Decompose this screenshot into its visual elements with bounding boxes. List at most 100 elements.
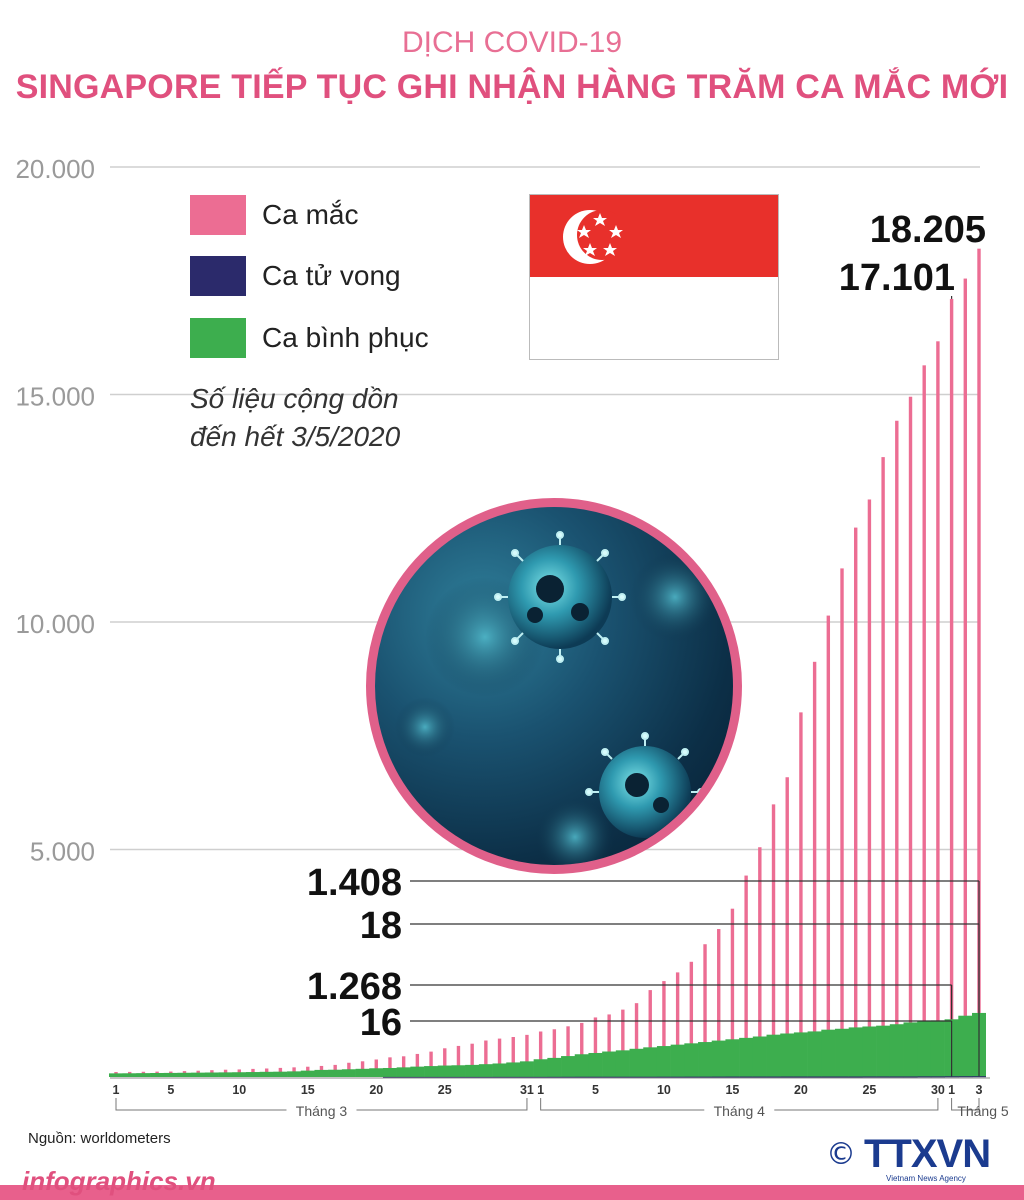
bar-recovered <box>328 1069 343 1077</box>
bar-recovered <box>848 1027 863 1077</box>
bar-deaths <box>766 1076 781 1078</box>
bar-cases <box>607 1014 611 1077</box>
bar-recovered <box>670 1044 685 1077</box>
bar-cases <box>908 396 913 1077</box>
ttxvn-logo: © TTXVN Vietnam News Agency <box>826 1132 991 1183</box>
flag-white-band <box>530 277 778 359</box>
bar-deaths <box>656 1076 671 1078</box>
data-label: 18 <box>360 905 402 947</box>
data-note-line2: đến hết 3/5/2020 <box>190 421 401 452</box>
bar-deaths <box>424 1076 439 1078</box>
bar-cases <box>634 1003 639 1077</box>
bar-cases <box>662 981 666 1077</box>
bar-deaths <box>835 1076 850 1078</box>
bar-cases <box>415 1053 420 1077</box>
bar-deaths <box>725 1076 740 1078</box>
data-note-line1: Số liệu cộng dồn <box>190 383 399 414</box>
bar-recovered <box>821 1029 836 1077</box>
y-axis-ticks: 5.000 10.000 15.000 20.000 <box>15 154 95 867</box>
bar-cases <box>949 298 954 1077</box>
bar-cases <box>936 341 940 1077</box>
bar-recovered <box>766 1034 781 1077</box>
bar-recovered <box>122 1073 137 1077</box>
bar-recovered <box>903 1022 918 1077</box>
source-note: Nguồn: worldometers <box>28 1130 171 1147</box>
bar-cases <box>963 278 968 1077</box>
bar-deaths <box>547 1076 562 1078</box>
bar-recovered <box>369 1068 384 1077</box>
bar-deaths <box>629 1076 644 1078</box>
bar-deaths <box>752 1076 767 1078</box>
bar-recovered <box>547 1057 562 1077</box>
bar-recovered <box>437 1065 452 1077</box>
bar-recovered <box>793 1032 808 1077</box>
bar-deaths <box>780 1076 795 1078</box>
bar-recovered <box>287 1071 302 1077</box>
legend-deaths-swatch <box>190 256 246 296</box>
bar-deaths <box>698 1076 713 1078</box>
bar-recovered <box>780 1033 795 1077</box>
bar-deaths <box>533 1076 548 1078</box>
bar-recovered <box>656 1046 671 1077</box>
bar-deaths <box>958 1076 973 1078</box>
bar-recovered <box>684 1043 699 1077</box>
bar-recovered <box>752 1036 767 1077</box>
bar-cases <box>854 527 858 1077</box>
bar-deaths <box>561 1076 576 1078</box>
bar-deaths <box>944 1076 959 1078</box>
bar-deaths <box>972 1076 986 1078</box>
bar-cases <box>799 712 803 1077</box>
bar-cases <box>867 499 872 1077</box>
bar-cases <box>840 568 844 1077</box>
bar-cases <box>881 457 885 1077</box>
bar-recovered <box>725 1039 740 1077</box>
bar-cases <box>580 1022 584 1077</box>
bar-recovered <box>245 1072 260 1077</box>
legend-cases-swatch <box>190 195 246 235</box>
x-tick-label: 31 <box>520 1083 534 1097</box>
bar-recovered <box>204 1072 219 1077</box>
bar-cases <box>703 944 707 1077</box>
bar-recovered <box>150 1072 165 1077</box>
bar-recovered <box>300 1070 315 1077</box>
bar-recovered <box>889 1024 904 1077</box>
x-tick-label: 25 <box>438 1083 452 1097</box>
bar-recovered <box>711 1040 726 1077</box>
bar-cases <box>374 1059 378 1077</box>
legend-deaths-label: Ca tử vong <box>262 260 401 291</box>
bar-cases <box>443 1048 447 1077</box>
bar-recovered <box>602 1051 617 1077</box>
data-label: 17.101 <box>839 257 955 299</box>
bar-deaths <box>862 1076 877 1078</box>
bar-recovered <box>314 1069 329 1077</box>
x-tick-label: 1 <box>537 1083 544 1097</box>
bar-cases <box>717 929 721 1077</box>
y-tick-label: 15.000 <box>15 382 95 412</box>
legend-recovered: Ca bình phục <box>190 318 429 358</box>
month-bracket <box>951 1098 980 1111</box>
bar-recovered <box>807 1031 822 1077</box>
x-tick-label: 30 <box>931 1083 945 1097</box>
bar-deaths <box>396 1076 411 1078</box>
month-label: Tháng 4 <box>714 1103 766 1119</box>
footer-site-link[interactable]: infographics.vn <box>22 1166 216 1196</box>
bar-cases <box>484 1040 488 1077</box>
bar-recovered <box>109 1073 123 1077</box>
bar-recovered <box>917 1021 932 1077</box>
virus-photo <box>366 498 742 874</box>
bar-deaths <box>615 1076 630 1078</box>
bar-recovered <box>698 1042 713 1077</box>
logo-brand: TTXVN <box>864 1132 991 1176</box>
bar-recovered <box>588 1052 603 1077</box>
bar-deaths <box>602 1076 617 1078</box>
y-tick-label: 10.000 <box>15 609 95 639</box>
bar-deaths <box>506 1076 521 1078</box>
bar-deaths <box>821 1076 836 1078</box>
singapore-flag <box>529 194 779 360</box>
bar-recovered <box>424 1066 439 1077</box>
bar-cases <box>922 365 926 1078</box>
y-tick-label: 5.000 <box>30 837 95 867</box>
bar-deaths <box>848 1076 863 1078</box>
